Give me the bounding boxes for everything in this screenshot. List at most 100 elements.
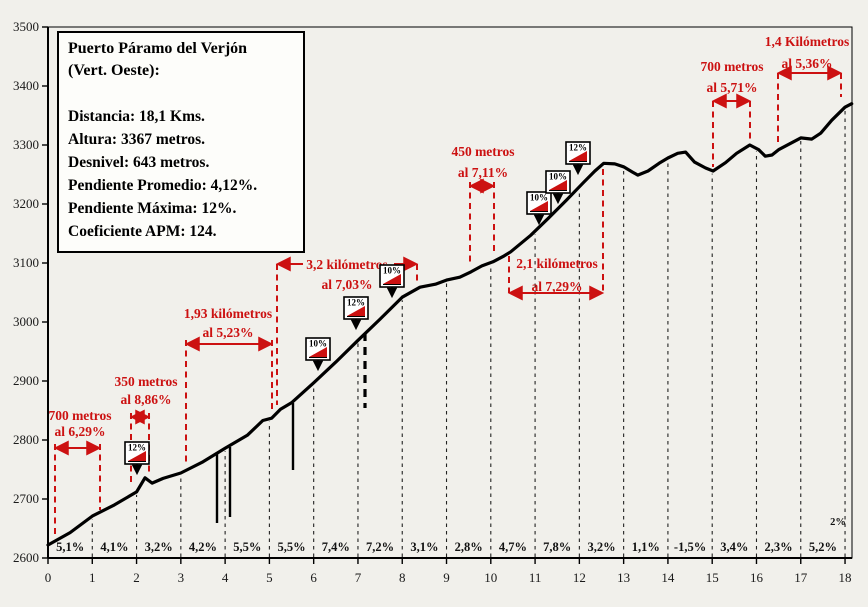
sign-slope-wedge-icon — [549, 180, 567, 190]
annotation-distance-label: 700 metros — [700, 59, 763, 74]
stat-distancia: Distancia: 18,1 Kms. — [68, 108, 205, 125]
annotation-gradient-label: al 6,29% — [54, 424, 105, 439]
y-tick-label: 3300 — [13, 137, 39, 152]
stat-coeficiente-apm: Coeficiente APM: 124. — [68, 223, 217, 240]
segment-gradient-label: 2,3% — [765, 540, 793, 554]
y-tick-label: 3400 — [13, 78, 39, 93]
segment-gradient-label: -1,5% — [674, 540, 706, 554]
x-tick-label: 0 — [45, 570, 52, 585]
sign-slope-wedge-icon — [128, 451, 146, 461]
segment-gradient-label: 5,5% — [233, 540, 261, 554]
x-tick-label: 7 — [355, 570, 362, 585]
annotation-group: 700 metros al 5,71% — [700, 59, 764, 167]
elevation-profile-path — [46, 102, 854, 547]
annotation-distance-label: 1,4 Kilómetros — [765, 34, 850, 49]
annotation-distance-label: 450 metros — [451, 144, 514, 159]
y-tick-label: 2800 — [13, 432, 39, 447]
annotation-distance-label: 3,2 kilómetros — [306, 257, 388, 272]
x-tick-label: 16 — [750, 570, 764, 585]
gradient-warning-sign: 12% — [343, 296, 369, 331]
profile-artifact-marks — [215, 333, 367, 523]
annotation-gradient-label: al 7,03% — [321, 277, 372, 292]
stat-pendiente-maxima: Pendiente Máxima: 12%. — [68, 200, 237, 217]
annotation-distance-label: 1,93 kilómetros — [184, 306, 272, 321]
segment-gradient-label: 4,2% — [189, 540, 217, 554]
climb-title: Puerto Páramo del Verjón — [68, 40, 248, 57]
axis-and-segment-labels: 0 1 2 3 4 5 6 7 8 9 10 11 12 13 14 15 16 17 18260027002800… — [13, 19, 852, 585]
sign-percvalue-label: 10% — [383, 266, 401, 276]
segment-gradient-label: 5,1% — [56, 540, 84, 554]
y-tick-label: 2600 — [13, 550, 39, 565]
x-tick-label: 13 — [617, 570, 630, 585]
sign-percvalue-label: 10% — [549, 172, 567, 182]
annotation-gradient-label: al 7,11% — [458, 165, 508, 180]
x-tick-label: 3 — [178, 570, 185, 585]
x-tick-label: 11 — [529, 570, 542, 585]
x-tick-label: 14 — [661, 570, 675, 585]
plot-frame — [42, 26, 853, 564]
annotation-distance-label: 700 metros — [48, 408, 111, 423]
x-tick-label: 5 — [266, 570, 273, 585]
annotation-group: 1,93 kilómetros al 5,23% — [184, 306, 274, 463]
final-gradient-label: 2% — [830, 517, 846, 528]
annotation-gradient-label: al 5,23% — [202, 325, 253, 340]
segment-gradient-label: 7,2% — [366, 540, 394, 554]
gradient-warning-sign: 10% — [305, 337, 331, 372]
annotation-group: 2,1 kilómetros al 7,29% — [507, 169, 605, 301]
x-tick-label: 15 — [706, 570, 719, 585]
x-tick-label: 12 — [573, 570, 586, 585]
annotation-group: 3,2 kilómetros al 7,03% — [275, 256, 419, 405]
segment-gradient-label: 2,8% — [455, 540, 483, 554]
annotation-distance-label: 350 metros — [114, 374, 177, 389]
annotation-group: 1,4 Kilómetros al 5,36% — [765, 34, 850, 146]
y-tick-label: 3000 — [13, 314, 39, 329]
segment-gradient-label: 4,7% — [499, 540, 527, 554]
sign-slope-wedge-icon — [347, 306, 365, 316]
sign-percvalue-label: 10% — [530, 193, 548, 203]
sign-percvalue-label: 12% — [128, 443, 146, 453]
annotation-group: 450 metros al 7,11% — [451, 144, 515, 264]
gradient-warning-sign: 10% — [545, 170, 571, 205]
sign-slope-wedge-icon — [569, 151, 587, 161]
km-gridlines — [91, 110, 846, 557]
climb-subtitle: (Vert. Oeste): — [68, 62, 160, 79]
elevation-profile-line — [46, 102, 854, 547]
y-tick-label: 3200 — [13, 196, 39, 211]
sign-slope-wedge-icon — [383, 274, 401, 284]
x-tick-label: 2 — [133, 570, 140, 585]
x-tick-label: 6 — [310, 570, 317, 585]
sign-slope-wedge-icon — [530, 201, 548, 211]
y-tick-label: 3500 — [13, 19, 39, 34]
y-tick-label: 2900 — [13, 373, 39, 388]
stat-altura: Altura: 3367 metros. — [68, 131, 206, 148]
annotation-group: 350 metros al 8,86% — [114, 374, 178, 486]
segment-gradient-label: 5,2% — [809, 540, 837, 554]
segment-gradient-label: 3,1% — [410, 540, 438, 554]
y-tick-label: 3100 — [13, 255, 39, 270]
x-tick-label: 17 — [794, 570, 808, 585]
x-tick-label: 8 — [399, 570, 406, 585]
x-tick-label: 1 — [89, 570, 96, 585]
x-tick-label: 4 — [222, 570, 229, 585]
sign-slope-wedge-icon — [309, 347, 327, 357]
annotation-gradient-label: al 5,71% — [706, 80, 757, 95]
y-tick-label: 2700 — [13, 491, 39, 506]
segment-gradient-label: 4,1% — [100, 540, 128, 554]
segment-gradient-label: 3,4% — [720, 540, 748, 554]
segment-gradient-label: 1,1% — [632, 540, 660, 554]
x-tick-label: 10 — [484, 570, 497, 585]
sign-percvalue-label: 10% — [309, 339, 327, 349]
x-tick-label: 18 — [839, 570, 852, 585]
annotation-distance-label: 2,1 kilómetros — [516, 256, 598, 271]
segment-gradient-label: 3,2% — [587, 540, 615, 554]
x-tick-label: 9 — [443, 570, 450, 585]
gradient-warning-sign: 10% — [379, 264, 405, 299]
gradient-warning-sign: 12% — [565, 141, 591, 176]
climb-info-box: Puerto Páramo del Verjón (Vert. Oeste): … — [57, 31, 305, 253]
segment-gradient-label: 3,2% — [145, 540, 173, 554]
sign-percvalue-label: 12% — [569, 143, 587, 153]
